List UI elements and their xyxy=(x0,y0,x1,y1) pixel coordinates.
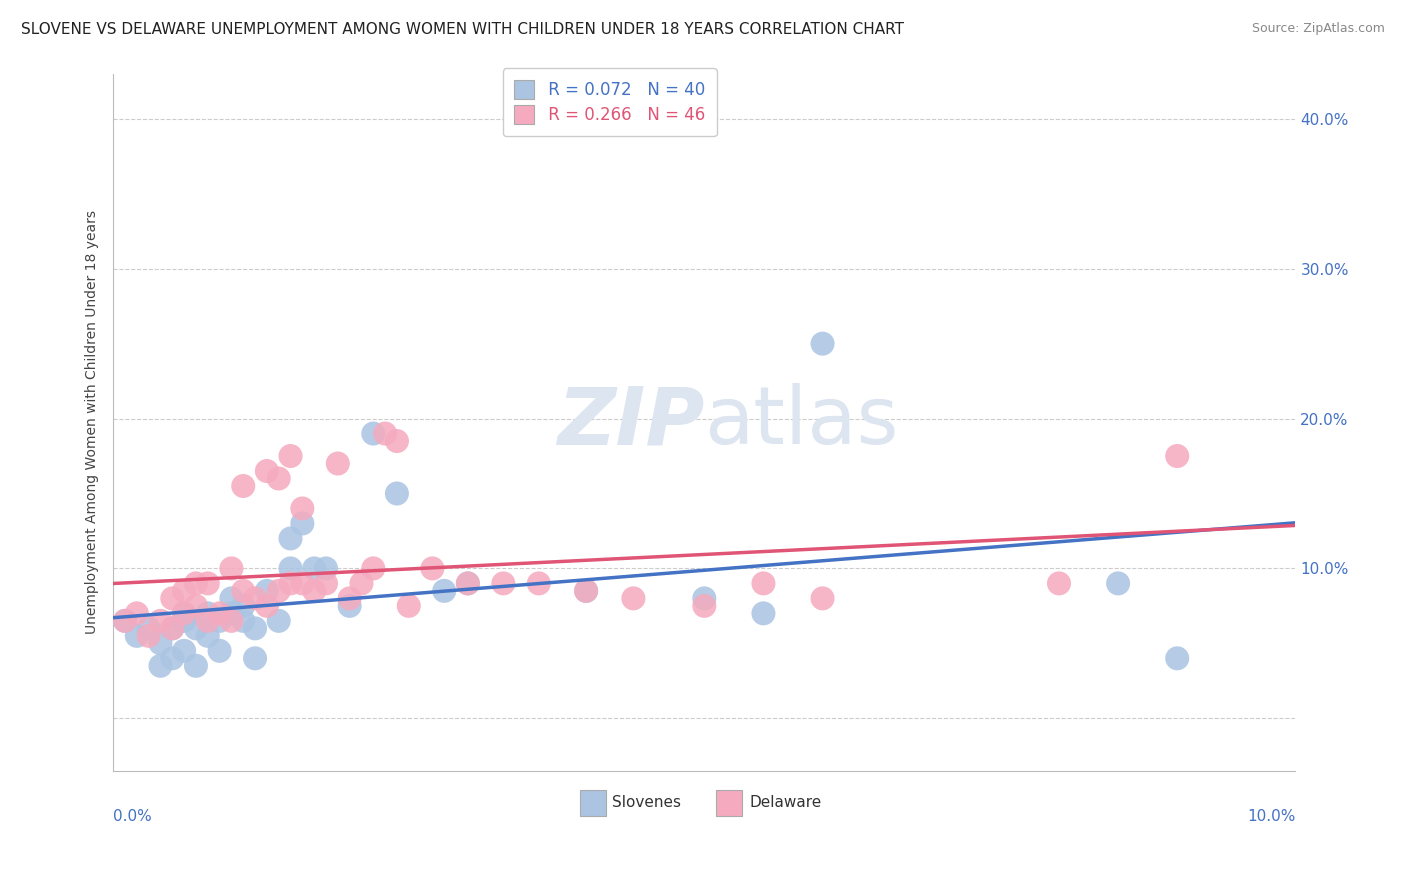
Point xyxy=(173,607,195,621)
Point xyxy=(256,599,278,613)
Point xyxy=(232,614,254,628)
Point xyxy=(291,501,314,516)
Point xyxy=(197,614,219,628)
Point xyxy=(302,561,325,575)
Point xyxy=(326,457,349,471)
Point xyxy=(243,651,266,665)
Point xyxy=(752,607,775,621)
Point xyxy=(811,336,834,351)
Point xyxy=(232,479,254,493)
Point xyxy=(457,576,479,591)
Point xyxy=(149,614,172,628)
Text: atlas: atlas xyxy=(704,384,898,461)
Text: 10.0%: 10.0% xyxy=(1247,809,1295,824)
Point xyxy=(162,621,184,635)
FancyBboxPatch shape xyxy=(716,789,742,816)
Text: Source: ZipAtlas.com: Source: ZipAtlas.com xyxy=(1251,22,1385,36)
Point xyxy=(385,434,408,448)
Point xyxy=(621,591,644,606)
Point xyxy=(125,629,148,643)
Point xyxy=(1166,449,1188,463)
Point xyxy=(693,591,716,606)
Text: Delaware: Delaware xyxy=(749,796,821,810)
Point xyxy=(361,426,384,441)
Point xyxy=(208,614,231,628)
Point xyxy=(693,599,716,613)
Point xyxy=(184,621,207,635)
Point xyxy=(811,591,834,606)
Point xyxy=(138,621,160,635)
Point xyxy=(280,561,302,575)
Point xyxy=(114,614,136,628)
Point xyxy=(138,629,160,643)
Point xyxy=(575,583,598,598)
Point xyxy=(492,576,515,591)
Point xyxy=(221,591,243,606)
Point xyxy=(184,599,207,613)
Point xyxy=(1047,576,1070,591)
Point xyxy=(385,486,408,500)
Point xyxy=(280,532,302,546)
Point xyxy=(184,576,207,591)
FancyBboxPatch shape xyxy=(581,789,606,816)
Point xyxy=(221,561,243,575)
Point xyxy=(457,576,479,591)
Point xyxy=(315,576,337,591)
Point xyxy=(291,576,314,591)
Point xyxy=(361,561,384,575)
Point xyxy=(149,636,172,650)
Point xyxy=(173,583,195,598)
Point xyxy=(221,614,243,628)
Point xyxy=(243,621,266,635)
Point xyxy=(232,583,254,598)
Point xyxy=(256,464,278,478)
Point xyxy=(256,583,278,598)
Point xyxy=(149,658,172,673)
Point xyxy=(374,426,396,441)
Point xyxy=(752,576,775,591)
Point xyxy=(173,644,195,658)
Point xyxy=(1107,576,1129,591)
Point xyxy=(162,621,184,635)
Point xyxy=(243,591,266,606)
Point xyxy=(184,658,207,673)
Point xyxy=(197,576,219,591)
Point xyxy=(575,583,598,598)
Point xyxy=(339,599,361,613)
Point xyxy=(1166,651,1188,665)
Point xyxy=(221,607,243,621)
Point xyxy=(527,576,550,591)
Point xyxy=(350,576,373,591)
Point xyxy=(208,644,231,658)
Legend:  R = 0.072   N = 40,  R = 0.266   N = 46: R = 0.072 N = 40, R = 0.266 N = 46 xyxy=(503,69,717,136)
Point xyxy=(267,471,290,485)
Point xyxy=(433,583,456,598)
Point xyxy=(162,651,184,665)
Point xyxy=(173,607,195,621)
Y-axis label: Unemployment Among Women with Children Under 18 years: Unemployment Among Women with Children U… xyxy=(86,211,100,634)
Point xyxy=(267,583,290,598)
Text: Slovenes: Slovenes xyxy=(612,796,681,810)
Text: 0.0%: 0.0% xyxy=(114,809,152,824)
Point xyxy=(280,449,302,463)
Point xyxy=(291,516,314,531)
Point xyxy=(125,607,148,621)
Point xyxy=(162,591,184,606)
Point xyxy=(422,561,444,575)
Point xyxy=(208,607,231,621)
Point xyxy=(197,607,219,621)
Text: ZIP: ZIP xyxy=(557,384,704,461)
Text: SLOVENE VS DELAWARE UNEMPLOYMENT AMONG WOMEN WITH CHILDREN UNDER 18 YEARS CORREL: SLOVENE VS DELAWARE UNEMPLOYMENT AMONG W… xyxy=(21,22,904,37)
Point xyxy=(173,614,195,628)
Point xyxy=(315,561,337,575)
Point xyxy=(197,629,219,643)
Point xyxy=(280,576,302,591)
Point xyxy=(339,591,361,606)
Point xyxy=(114,614,136,628)
Point xyxy=(302,583,325,598)
Point xyxy=(398,599,420,613)
Point xyxy=(232,599,254,613)
Point xyxy=(267,614,290,628)
